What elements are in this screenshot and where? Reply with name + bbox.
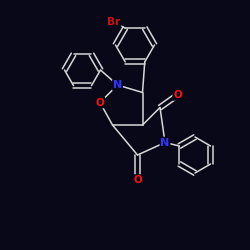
Text: N: N <box>160 138 170 147</box>
Text: O: O <box>173 90 182 100</box>
Text: O: O <box>133 175 142 185</box>
Text: O: O <box>96 98 104 108</box>
Text: Br: Br <box>108 17 120 27</box>
Text: N: N <box>113 80 122 90</box>
